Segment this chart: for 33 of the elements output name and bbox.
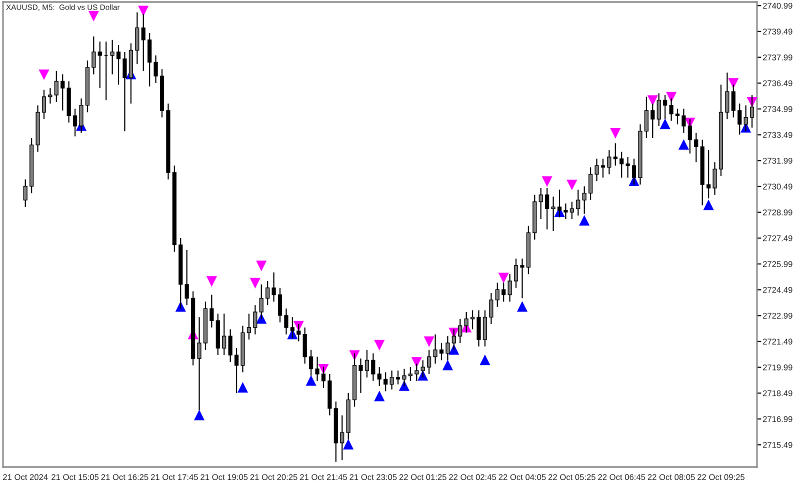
- x-tick-label: 21 Oct 2024: [3, 474, 48, 480]
- x-tick-label: 22 Oct 09:25: [698, 474, 744, 480]
- y-tick-label: 2734.99: [762, 106, 792, 112]
- x-tick-label: 22 Oct 02:45: [449, 474, 496, 480]
- x-tick-label: 21 Oct 19:05: [200, 474, 248, 480]
- x-tick-label: 22 Oct 06:45: [598, 474, 646, 480]
- y-tick-label: 2728.99: [762, 209, 792, 216]
- y-tick-label: 2724.49: [762, 286, 792, 293]
- y-tick-label: 2739.49: [762, 28, 792, 35]
- x-tick-label: 21 Oct 21:45: [300, 474, 347, 480]
- x-tick-label: 21 Oct 15:05: [52, 474, 99, 480]
- y-tick-label: 2719.99: [762, 364, 792, 370]
- y-tick-label: 2730.49: [762, 184, 792, 190]
- x-tick-label: 22 Oct 05:25: [548, 474, 596, 480]
- y-tick-label: 2733.49: [762, 132, 792, 138]
- x-tick-label: 22 Oct 04:05: [498, 474, 546, 480]
- y-tick-label: 2716.99: [762, 416, 792, 422]
- x-tick-label: 21 Oct 23:05: [350, 474, 397, 480]
- y-tick-label: 2731.99: [762, 158, 792, 164]
- y-tick-label: 2715.49: [762, 442, 792, 448]
- y-tick-label: 2725.99: [762, 261, 792, 268]
- x-tick-label: 21 Oct 20:25: [250, 474, 298, 480]
- y-tick-label: 2718.49: [762, 390, 792, 396]
- y-tick-label: 2737.99: [762, 54, 792, 60]
- x-tick-label: 22 Oct 08:05: [648, 474, 695, 480]
- x-tick-label: 21 Oct 16:25: [101, 474, 148, 480]
- y-tick-label: 2722.99: [762, 312, 792, 319]
- y-tick-label: 2736.49: [762, 80, 792, 86]
- x-tick-label: 22 Oct 01:25: [399, 474, 446, 480]
- y-tick-label: 2740.99: [762, 2, 792, 9]
- y-tick-label: 2727.49: [762, 235, 792, 242]
- y-tick-label: 2721.49: [762, 338, 792, 345]
- x-tick-label: 21 Oct 17:45: [150, 474, 198, 480]
